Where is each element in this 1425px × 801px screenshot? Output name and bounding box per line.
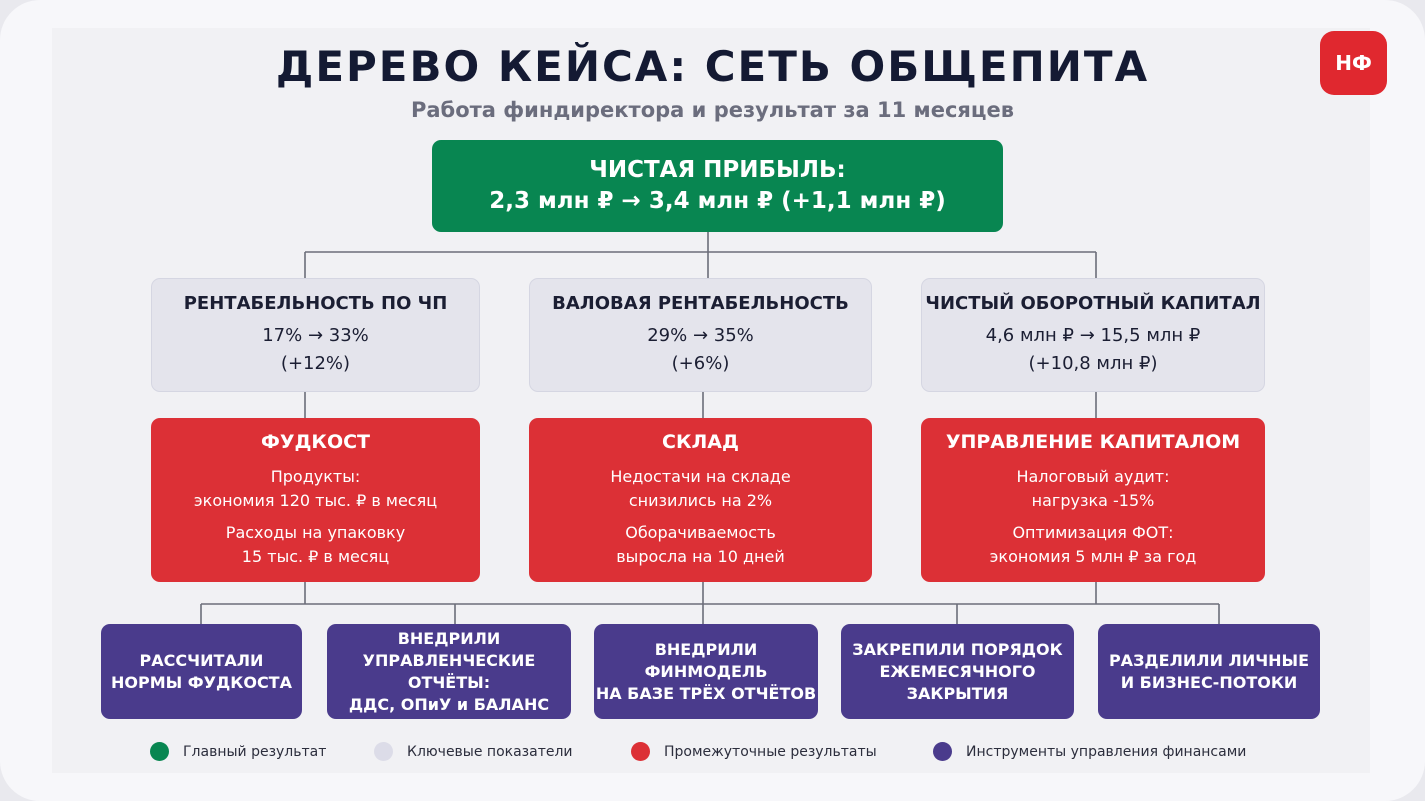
tool-box: ВНЕДРИЛИ УПРАВЛЕНЧЕСКИЕ ОТЧЁТЫ: ДДС, ОПи… [327, 624, 571, 719]
kpi-title: РЕНТАБЕЛЬНОСТЬ ПО ЧП [183, 292, 448, 314]
legend-label: Инструменты управления финансами [966, 743, 1247, 760]
kpi-value: 17% → 33% [262, 324, 369, 346]
tool-label: ВНЕДРИЛИ УПРАВЛЕНЧЕСКИЕ ОТЧЁТЫ: ДДС, ОПи… [348, 628, 550, 714]
legend-item-kpi: Ключевые показатели [374, 742, 573, 761]
legend-dot-icon [631, 742, 650, 761]
intermediate-title: СКЛАД [662, 431, 739, 453]
legend-dot-icon [150, 742, 169, 761]
intermediate-box-capital: УПРАВЛЕНИЕ КАПИТАЛОМ Налоговый аудит: на… [921, 418, 1265, 582]
intermediate-line: Оптимизация ФОТ: [1012, 523, 1174, 542]
legend-dot-icon [933, 742, 952, 761]
intermediate-line: нагрузка -15% [1031, 491, 1155, 510]
page-title: ДЕРЕВО КЕЙСА: СЕТЬ ОБЩЕПИТА [275, 42, 1150, 91]
legend-item-tools: Инструменты управления финансами [933, 742, 1246, 761]
kpi-value: 29% → 35% [647, 324, 754, 346]
kpi-delta: (+6%) [671, 352, 730, 374]
kpi-value: 4,6 млн ₽ → 15,5 млн ₽ [985, 324, 1201, 346]
kpi-box-working-capital: ЧИСТЫЙ ОБОРОТНЫЙ КАПИТАЛ 4,6 млн ₽ → 15,… [921, 278, 1265, 392]
tool-label: РАССЧИТАЛИ НОРМЫ ФУДКОСТА [111, 650, 292, 692]
intermediate-line: экономия 120 тыс. ₽ в месяц [193, 491, 438, 510]
tool-box: ВНЕДРИЛИ ФИНМОДЕЛЬ НА БАЗЕ ТРЁХ ОТЧЁТОВ [594, 624, 818, 719]
brand-logo: НФ [1320, 31, 1387, 95]
intermediate-line: Налоговый аудит: [1016, 467, 1170, 486]
tool-label: ВНЕДРИЛИ ФИНМОДЕЛЬ НА БАЗЕ ТРЁХ ОТЧЁТОВ [595, 639, 817, 703]
tool-box: ЗАКРЕПИЛИ ПОРЯДОК ЕЖЕМЕСЯЧНОГО ЗАКРЫТИЯ [841, 624, 1074, 719]
tool-box: РАЗДЕЛИЛИ ЛИЧНЫЕ И БИЗНЕС-ПОТОКИ [1098, 624, 1320, 719]
intermediate-line: Оборачиваемость [625, 523, 776, 542]
legend-label: Промежуточные результаты [664, 743, 877, 760]
kpi-delta: (+10,8 млн ₽) [1028, 352, 1158, 374]
legend-item-intermediate: Промежуточные результаты [631, 742, 877, 761]
intermediate-title: УПРАВЛЕНИЕ КАПИТАЛОМ [945, 431, 1241, 453]
legend-label: Главный результат [183, 743, 327, 760]
main-result-box: ЧИСТАЯ ПРИБЫЛЬ: 2,3 млн ₽ → 3,4 млн ₽ (+… [432, 140, 1003, 232]
intermediate-line: Продукты: [270, 467, 361, 486]
intermediate-line: Недостачи на складе [610, 467, 791, 486]
kpi-box-net-margin: РЕНТАБЕЛЬНОСТЬ ПО ЧП 17% → 33% (+12%) [151, 278, 480, 392]
intermediate-line: снизились на 2% [628, 491, 773, 510]
main-result-value: 2,3 млн ₽ → 3,4 млн ₽ (+1,1 млн ₽) [489, 188, 946, 214]
legend-item-main: Главный результат [150, 742, 326, 761]
tool-label: РАЗДЕЛИЛИ ЛИЧНЫЕ И БИЗНЕС-ПОТОКИ [1108, 650, 1310, 692]
legend-label: Ключевые показатели [407, 743, 573, 760]
main-result-label: ЧИСТАЯ ПРИБЫЛЬ: [589, 157, 846, 183]
tool-box: РАССЧИТАЛИ НОРМЫ ФУДКОСТА [101, 624, 302, 719]
intermediate-line: 15 тыс. ₽ в месяц [241, 547, 390, 566]
intermediate-line: экономия 5 млн ₽ за год [989, 547, 1197, 566]
intermediate-box-foodcost: ФУДКОСТ Продукты: экономия 120 тыс. ₽ в … [151, 418, 480, 582]
intermediate-line: Расходы на упаковку [225, 523, 406, 542]
intermediate-title: ФУДКОСТ [261, 431, 370, 453]
kpi-title: ЧИСТЫЙ ОБОРОТНЫЙ КАПИТАЛ [925, 292, 1261, 314]
page-subtitle: Работа финдиректора и результат за 11 ме… [410, 98, 1014, 122]
kpi-title: ВАЛОВАЯ РЕНТАБЕЛЬНОСТЬ [552, 292, 849, 314]
intermediate-line: выросла на 10 дней [616, 547, 785, 566]
tool-label: ЗАКРЕПИЛИ ПОРЯДОК ЕЖЕМЕСЯЧНОГО ЗАКРЫТИЯ [852, 639, 1063, 703]
kpi-delta: (+12%) [280, 352, 351, 374]
legend-dot-icon [374, 742, 393, 761]
intermediate-box-warehouse: СКЛАД Недостачи на складе снизились на 2… [529, 418, 872, 582]
kpi-box-gross-margin: ВАЛОВАЯ РЕНТАБЕЛЬНОСТЬ 29% → 35% (+6%) [529, 278, 872, 392]
